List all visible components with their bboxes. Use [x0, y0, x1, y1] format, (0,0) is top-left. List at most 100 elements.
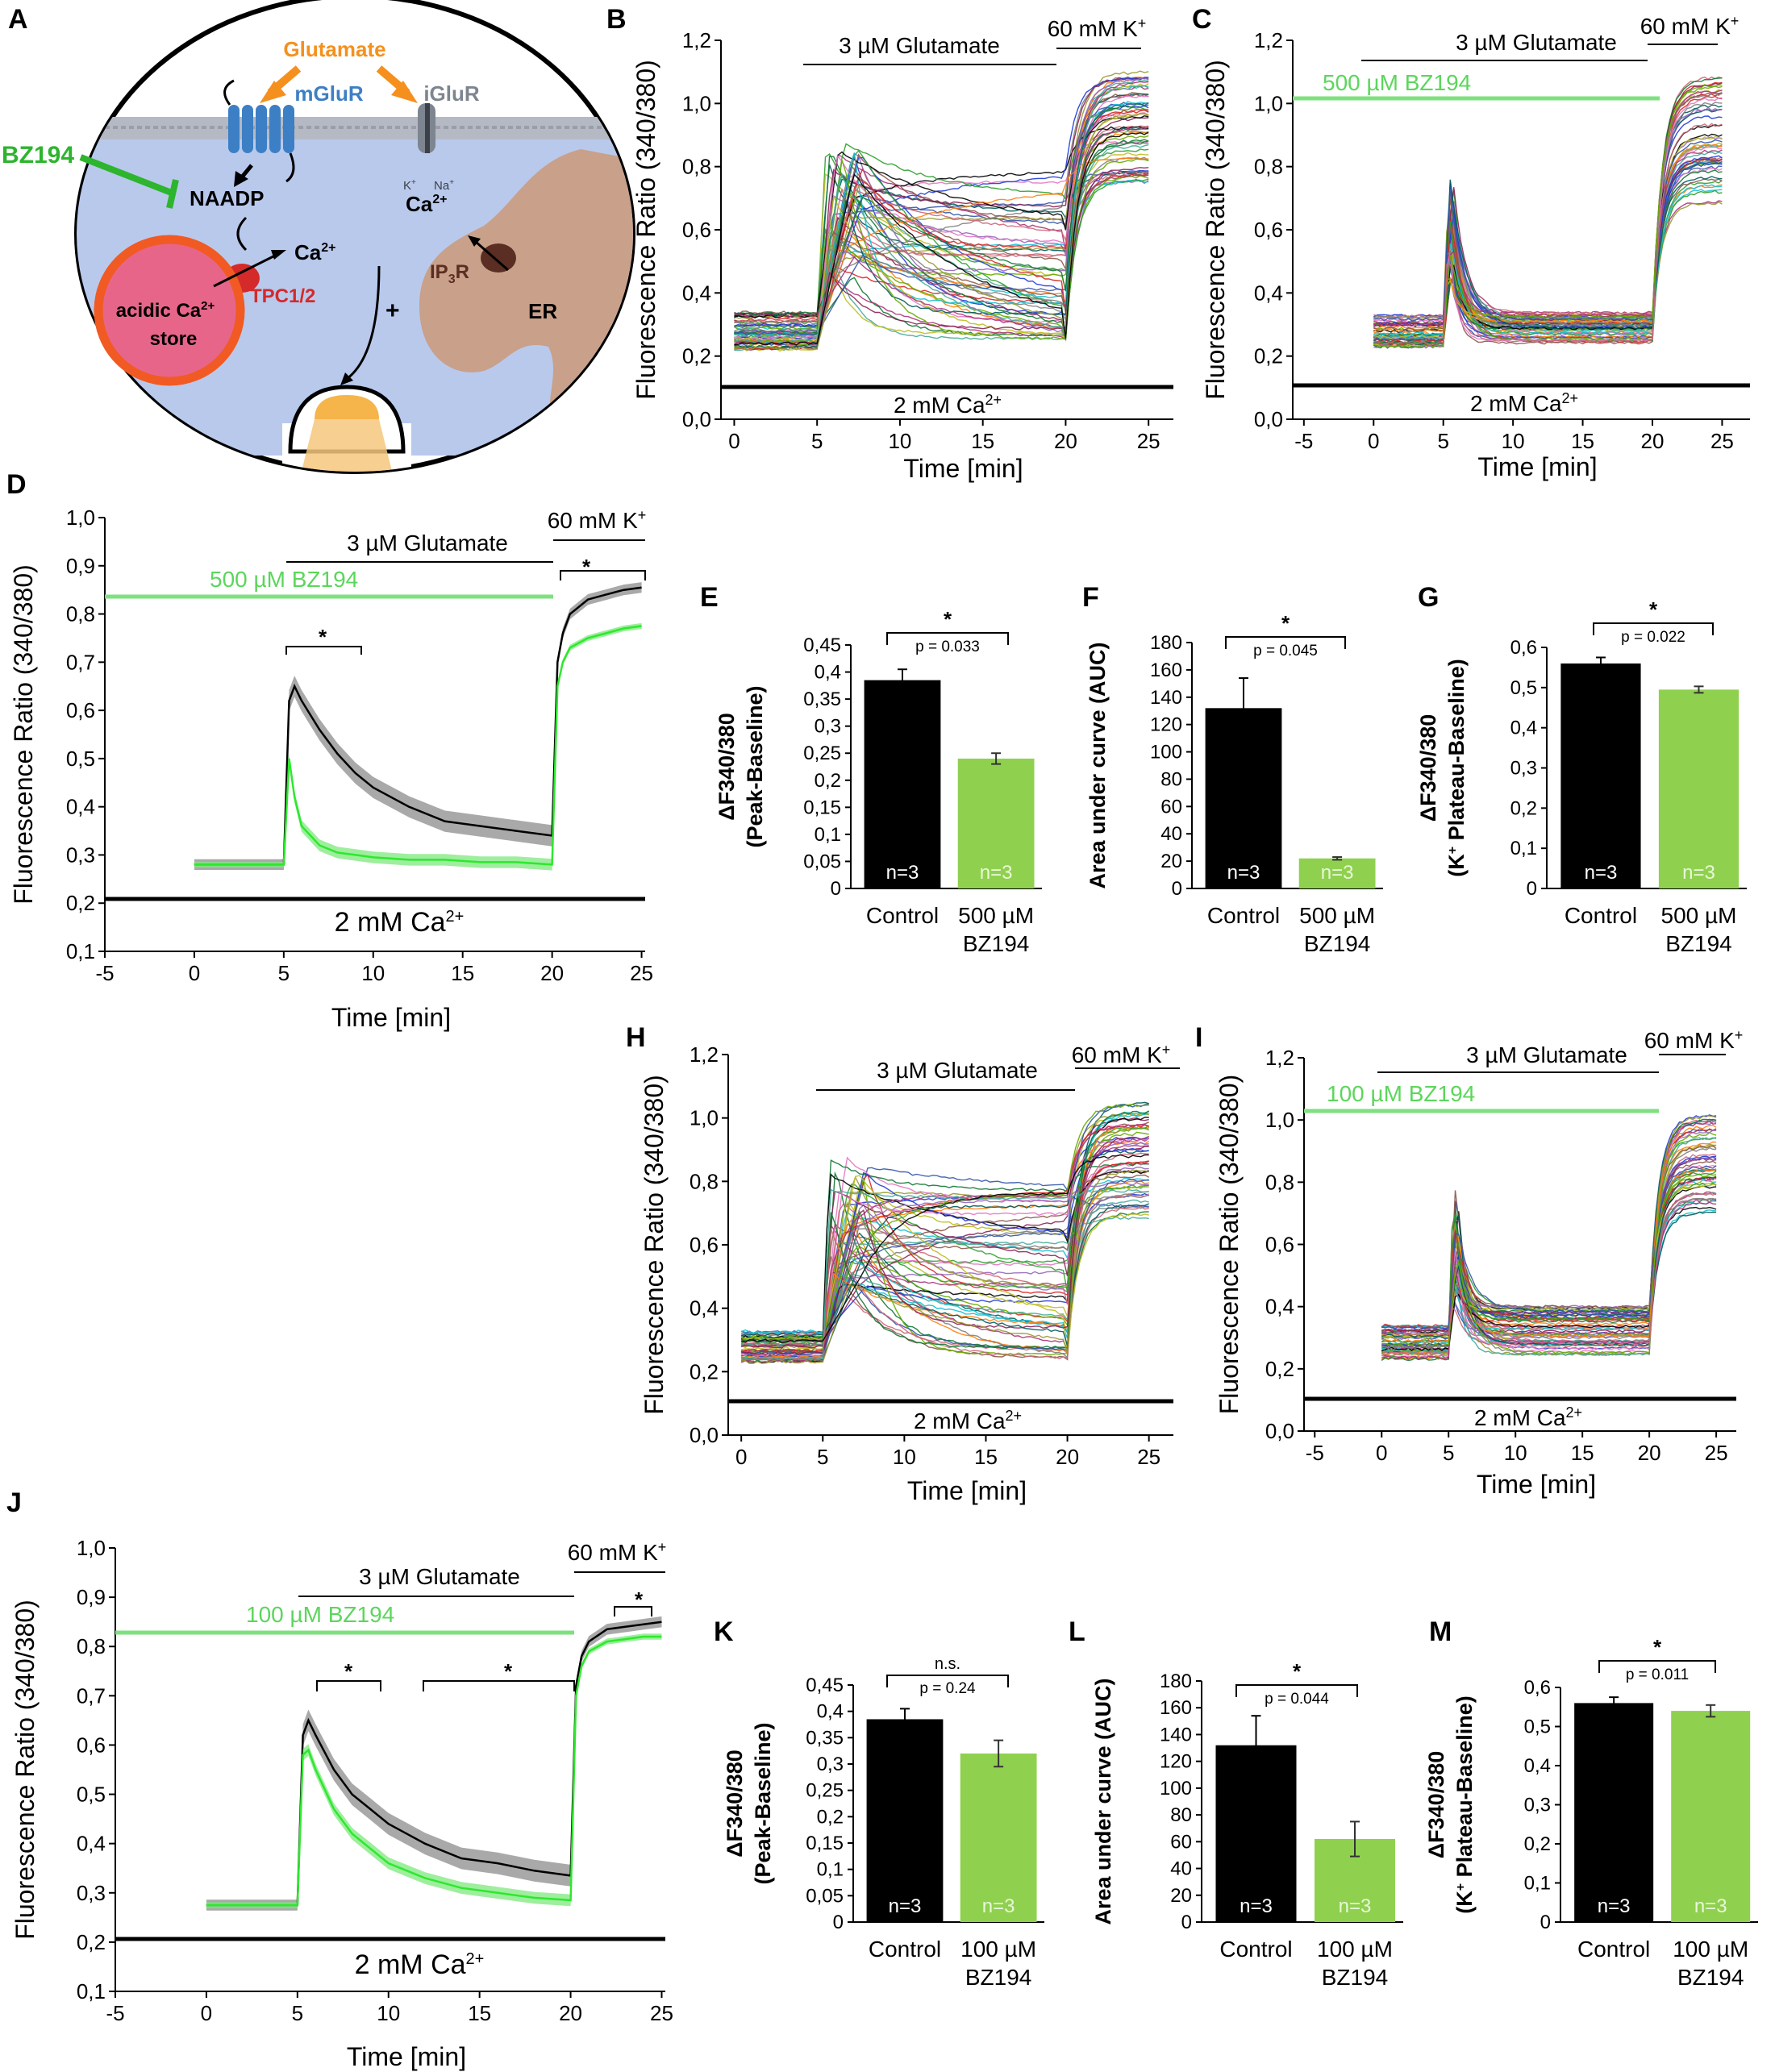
y-tick-label: 0,1: [77, 1979, 106, 2003]
x-tick-label: 15: [1571, 1441, 1594, 1465]
panel-label-f: F: [1082, 582, 1099, 613]
chart-m-axes: 0 0,1 0,2 0,3 0,4 0,5 0,6 ΔF340/380(K+ Plateau-…: [1424, 1677, 1758, 1933]
y-tick-label: 0,35: [806, 1727, 844, 1749]
y-axis-label: Area under curve (AUC): [1085, 642, 1110, 888]
x-tick-label: 25: [1705, 1441, 1728, 1465]
chart-i: 0,0 0,2 0,4 0,6 0,8 1,0 1,2 -5 0 5 10 15 20 25 Fluores…: [1215, 1027, 1743, 1499]
panel-label-g: G: [1418, 582, 1439, 613]
mglur-label: mGluR: [294, 81, 363, 106]
trace-line: [734, 102, 1149, 316]
trace-line: [1373, 92, 1723, 327]
x-tick-label: 10: [1502, 429, 1525, 453]
chart-i-calcium-label: 2 mM Ca2+: [1474, 1404, 1582, 1430]
x-tick-label: 5: [811, 429, 823, 453]
y-tick-label: 1,0: [66, 506, 95, 530]
x-axis-label: Time [min]: [903, 454, 1023, 483]
y-tick-label: 0,9: [66, 554, 95, 578]
y-tick-label: 0,8: [1254, 155, 1283, 179]
y-tick-label: 1,2: [1254, 28, 1283, 52]
y-tick-label: 0,25: [803, 743, 841, 764]
naadp-label: NAADP: [190, 186, 264, 210]
chart-i-glutamate-label: 3 µM Glutamate: [1466, 1042, 1627, 1067]
panel-label-k: K: [714, 1616, 734, 1647]
trace-line: [741, 1179, 1149, 1355]
y-tick-label: 120: [1160, 1751, 1192, 1773]
chart-g-star: *: [1649, 597, 1658, 622]
x-tick-label: 5: [278, 961, 290, 985]
x-tick-label: 20: [1638, 1441, 1661, 1465]
trace-line: [734, 150, 1149, 340]
x-tick-label: 0: [735, 1445, 747, 1469]
y-tick-label: 140: [1160, 1724, 1192, 1745]
chart-b-glutamate-label: 3 µM Glutamate: [839, 33, 1000, 58]
trace-line: [734, 148, 1149, 324]
chart-i-traces: [1381, 1114, 1717, 1362]
iglur-receptor: [418, 103, 435, 153]
y-tick-label: 0,2: [815, 770, 841, 792]
trace-line: [1381, 1171, 1717, 1343]
store-label: store: [150, 328, 198, 350]
x-tick-label: 10: [1504, 1441, 1527, 1465]
trace-line: [1381, 1145, 1717, 1329]
y-tick-label: 0,2: [77, 1930, 106, 1954]
ip3r-channel: [481, 243, 516, 273]
chart-k-bars: n=3 n=3 Control 100 µM BZ194: [866, 1708, 1037, 1990]
chart-j-traces: [206, 1616, 662, 1911]
glutamate-label: Glutamate: [283, 37, 385, 61]
trace-line: [734, 113, 1149, 351]
y-tick-label: 100: [1150, 742, 1182, 763]
y-tick-label: 0,8: [66, 602, 95, 626]
bar-control: [864, 680, 941, 888]
chart-g: 0 0,1 0,2 0,3 0,4 0,5 0,6 ΔF340/380(K+ Plateau-…: [1416, 597, 1747, 956]
chart-h-calcium-label: 2 mM Ca2+: [914, 1408, 1022, 1433]
trace-line: [734, 76, 1149, 326]
chart-f: 0 20 40 60 80 100 120 140 160 180 Area under curve…: [1085, 611, 1383, 956]
trace-line: [740, 1203, 1149, 1346]
y-tick-label: 0,6: [1524, 1677, 1551, 1699]
y-tick-label: 0,25: [806, 1780, 844, 1802]
x-tick-label: 25: [630, 961, 653, 985]
bz194-label: BZ194: [2, 142, 74, 169]
trace-line: [1373, 144, 1723, 333]
x-tick-label: 15: [971, 429, 994, 453]
trace-line: [741, 1110, 1149, 1335]
y-tick-label: 0,8: [690, 1169, 719, 1193]
trace-line: [1373, 149, 1723, 327]
trace-line: [1381, 1192, 1717, 1347]
chart-e-bars: n=3 n=3 Control 500 µM BZ194: [864, 668, 1035, 956]
bar-control: [866, 1719, 944, 1922]
category-label-bz194: BZ194: [1304, 931, 1371, 956]
trace-line: [741, 1180, 1149, 1355]
y-tick-label: 120: [1150, 714, 1182, 736]
mglur-receptor: [223, 79, 295, 183]
x-tick-label: 0: [1376, 1441, 1387, 1465]
y-tick-label: 0: [1540, 1912, 1551, 1933]
category-label-dose: 100 µM: [1317, 1937, 1393, 1962]
trace-line: [1373, 135, 1723, 339]
trace-line: [1373, 85, 1723, 348]
x-tick-label: 20: [1056, 1445, 1079, 1469]
trace-line: [734, 131, 1149, 346]
y-tick-label: 0,6: [1510, 637, 1537, 659]
chart-d: 0,1 0,2 0,3 0,4 0,5 0,6 0,7 0,8 0,9 1,0 -5 0 5 10 15 20…: [9, 506, 653, 1032]
x-tick-label: 5: [817, 1445, 828, 1469]
y-tick-label: 0,4: [77, 1832, 106, 1856]
chart-h-axes: 0,0 0,2 0,4 0,6 0,8 1,0 1,2 0 5 10 15 20 25 Fluoresce…: [640, 1042, 1173, 1505]
chart-b-kplus-label: 60 mM K+: [1048, 15, 1147, 41]
trace-line: [741, 1104, 1149, 1339]
y-tick-label: 100: [1160, 1778, 1192, 1799]
chart-l-axes: 0 20 40 60 80 100 120 140 160 180 Area under curve…: [1091, 1670, 1403, 1933]
trace-line: [734, 156, 1149, 332]
x-tick-label: 20: [540, 961, 564, 985]
category-label-dose: 500 µM: [1299, 903, 1375, 928]
y-tick-label: 0,5: [66, 747, 95, 771]
chart-j-treatment-label: 100 µM BZ194: [246, 1602, 394, 1627]
chart-h-kplus-label: 60 mM K+: [1072, 1042, 1171, 1067]
x-tick-label: 5: [292, 2001, 303, 2025]
y-axis-label-line2: (K+ Plateau-Baseline): [1444, 659, 1469, 876]
chart-d-treatment-label: 500 µM BZ194: [210, 567, 358, 592]
trace-line: [741, 1154, 1149, 1343]
sem-band-control: [194, 582, 642, 870]
trace-line: [741, 1138, 1149, 1358]
y-tick-label: 0,6: [682, 218, 711, 242]
